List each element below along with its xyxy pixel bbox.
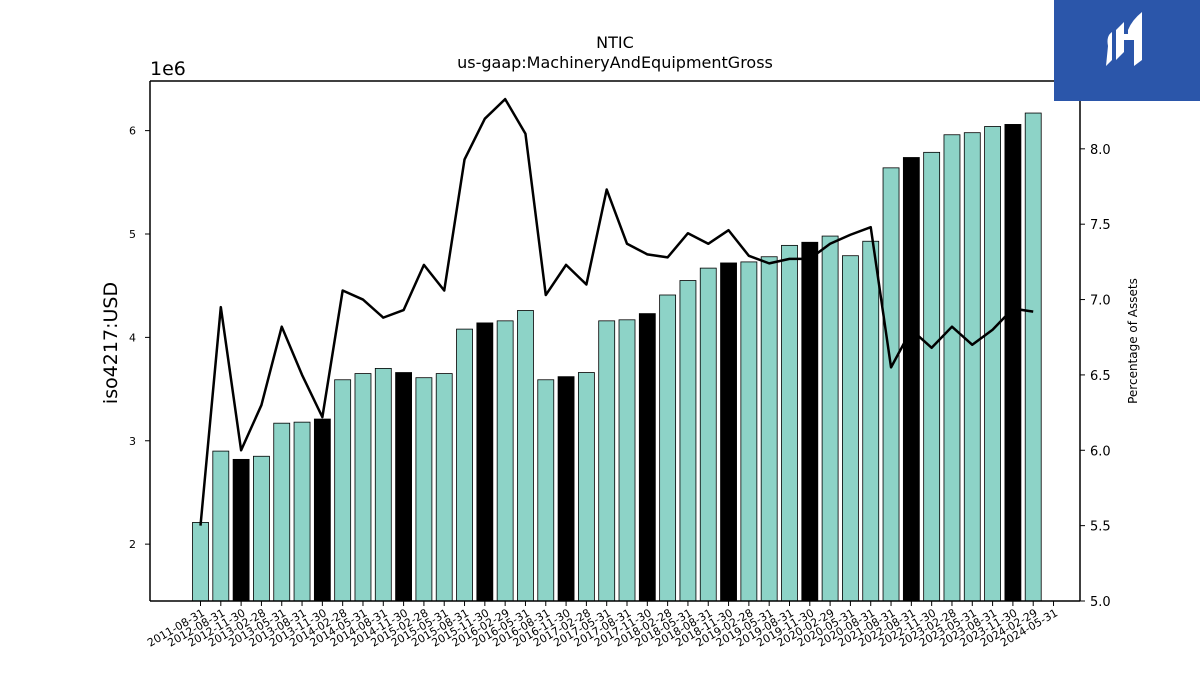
percentage-line xyxy=(199,97,1034,526)
bar xyxy=(618,319,636,602)
bar xyxy=(760,256,778,602)
y2-tick-label: 7.5 xyxy=(1090,218,1111,233)
bar xyxy=(395,372,413,602)
bar xyxy=(659,294,677,602)
bar xyxy=(517,310,534,602)
brand-logo xyxy=(1054,0,1200,101)
bar xyxy=(984,126,1001,602)
bar xyxy=(923,151,941,602)
bar xyxy=(232,458,250,602)
y2-tick-label: 5.0 xyxy=(1090,595,1111,610)
bar xyxy=(192,522,209,602)
bar xyxy=(496,320,514,602)
bar xyxy=(253,455,270,602)
bar xyxy=(334,379,352,602)
bar xyxy=(273,422,291,602)
bar xyxy=(537,379,555,602)
bar xyxy=(557,376,575,602)
bar xyxy=(740,261,758,602)
bar xyxy=(435,373,453,602)
bar xyxy=(577,372,595,602)
bar xyxy=(476,322,494,602)
chart-title: NTIC xyxy=(596,33,634,52)
y2-tick-label: 6.0 xyxy=(1090,444,1111,459)
bar xyxy=(212,450,230,602)
bar xyxy=(1024,112,1042,602)
bar xyxy=(699,267,717,602)
y2-tick-label: 8.0 xyxy=(1090,143,1111,158)
bar xyxy=(801,241,819,602)
y-tick-label: 3 xyxy=(129,435,136,448)
bar xyxy=(415,377,433,602)
bar xyxy=(638,313,656,602)
y2-tick-label: 7.0 xyxy=(1090,294,1111,309)
bar xyxy=(882,167,900,602)
bar xyxy=(679,280,697,602)
y-tick-label: 5 xyxy=(129,228,136,241)
bar xyxy=(821,235,839,602)
bar xyxy=(1004,124,1022,602)
bar xyxy=(293,421,311,602)
bar xyxy=(963,132,981,602)
y2-tick-label: 5.5 xyxy=(1090,520,1111,535)
bar xyxy=(598,320,616,602)
midgard-logo-icon xyxy=(1106,12,1142,66)
y2-axis-label: Percentage of Assets xyxy=(1126,278,1140,404)
bar xyxy=(456,328,473,602)
bar xyxy=(943,134,961,602)
y-tick-label: 4 xyxy=(129,331,136,344)
bar xyxy=(720,262,737,602)
y-axis-label: iso4217:USD xyxy=(100,282,122,404)
bar xyxy=(313,418,331,602)
bar xyxy=(902,157,920,602)
bar xyxy=(862,240,880,602)
bar xyxy=(842,255,859,602)
bar xyxy=(374,367,392,602)
bar xyxy=(354,373,372,602)
y-tick-label: 6 xyxy=(129,125,136,138)
y-offset-label: 1e6 xyxy=(150,58,186,80)
y2-tick-label: 6.5 xyxy=(1090,369,1111,384)
bar xyxy=(781,244,798,602)
brand-name: MIDGARD FINANCE xyxy=(10,69,136,83)
chart-subtitle: us-gaap:MachineryAndEquipmentGross xyxy=(457,53,773,72)
y-tick-label: 2 xyxy=(129,538,136,551)
